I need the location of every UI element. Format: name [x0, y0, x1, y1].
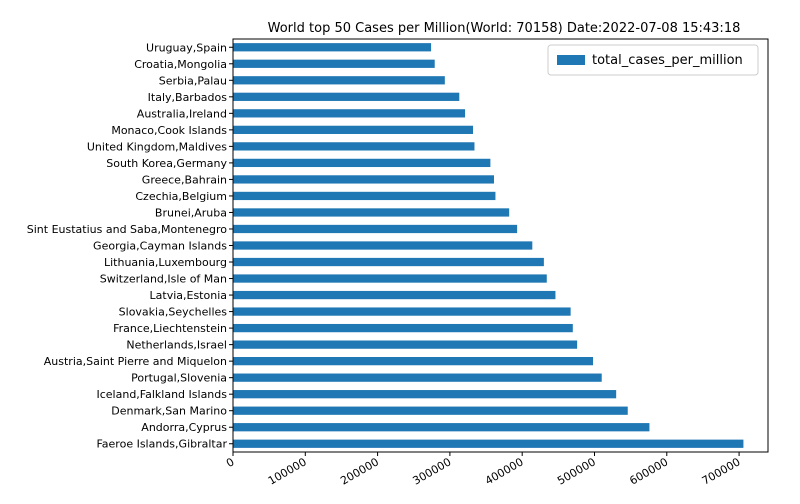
- legend-swatch: [557, 55, 585, 65]
- x-tick-label: 0: [224, 455, 237, 470]
- y-tick-label: France,Liechtenstein: [113, 322, 227, 335]
- bar: [233, 390, 617, 399]
- bar: [233, 158, 491, 168]
- x-tick-label: 200000: [338, 455, 381, 487]
- bar: [233, 307, 571, 316]
- y-tick-label: Faeroe Islands,Gibraltar: [96, 438, 227, 451]
- y-tick-label: South Korea,Germany: [106, 157, 227, 170]
- bar: [233, 92, 460, 101]
- y-tick-label: Greece,Bahrain: [142, 173, 227, 186]
- bar: [233, 125, 474, 134]
- bar: [233, 373, 602, 382]
- y-tick-label: Serbia,Palau: [159, 74, 227, 87]
- legend: total_cases_per_million: [547, 44, 759, 76]
- x-tick-label: 300000: [411, 455, 454, 487]
- bar: [233, 208, 510, 217]
- x-axis: 0 100000 200000 300000 400000 500000 600000 700…: [224, 452, 743, 488]
- bar: [233, 59, 435, 68]
- legend-label: total_cases_per_million: [592, 53, 743, 68]
- bar: [233, 290, 556, 300]
- y-tick-label: Czechia,Belgium: [135, 190, 227, 203]
- y-tick-label: Iceland,Falkland Islands: [97, 388, 228, 401]
- y-tick-label: Latvia,Estonia: [150, 289, 227, 302]
- axes-frame: [232, 38, 769, 453]
- x-tick-label: 700000: [700, 455, 743, 487]
- y-axis: Faeroe Islands,Gibraltar Andorra,Cyprus De…: [27, 41, 233, 451]
- x-tick-label: 100000: [266, 455, 309, 487]
- y-tick-label: Georgia,Cayman Islands: [93, 240, 227, 253]
- y-tick-label: Portugal,Slovenia: [131, 372, 227, 385]
- bar: [233, 423, 650, 432]
- bar: [233, 406, 628, 415]
- bar: [233, 191, 496, 201]
- y-tick-label: Lithuania,Luxembourg: [104, 256, 227, 269]
- bar: [233, 109, 466, 118]
- y-tick-label: Denmark,San Marino: [111, 405, 227, 418]
- bar: [233, 257, 544, 267]
- y-tick-label: Australia,Ireland: [137, 107, 227, 120]
- chart-title: World top 50 Cases per Million(World: 70…: [268, 21, 741, 36]
- y-tick-label: Andorra,Cyprus: [141, 421, 227, 434]
- bar: [233, 274, 547, 283]
- bar: [233, 175, 494, 184]
- bar: [233, 142, 475, 151]
- y-tick-label: Netherlands,Israel: [126, 339, 227, 352]
- bar: [233, 76, 445, 85]
- x-tick-label: 500000: [555, 455, 598, 487]
- bars-group: [233, 43, 744, 448]
- y-tick-label: Uruguay,Spain: [146, 41, 227, 54]
- y-tick-label: Slovakia,Seychelles: [119, 306, 228, 319]
- y-tick-label: Croatia,Mongolia: [134, 58, 227, 71]
- y-tick-label: Brunei,Aruba: [155, 206, 227, 219]
- bar: [233, 241, 533, 250]
- x-tick-label: 600000: [627, 455, 670, 487]
- bar: [233, 323, 573, 333]
- y-tick-label: Italy,Barbados: [148, 91, 228, 104]
- bar: [233, 224, 518, 234]
- y-tick-label: Austria,Saint Pierre and Miquelon: [44, 355, 227, 368]
- bar: [233, 43, 432, 52]
- legend-box: [547, 44, 759, 76]
- bar: [233, 357, 594, 366]
- bar: [233, 340, 578, 349]
- y-tick-label: Switzerland,Isle of Man: [100, 273, 227, 286]
- y-tick-label: United Kingdom,Maldives: [87, 140, 227, 153]
- x-tick-label: 400000: [483, 455, 526, 487]
- y-tick-label: Sint Eustatius and Saba,Montenegro: [27, 223, 228, 236]
- bar: [233, 439, 744, 448]
- y-tick-label: Monaco,Cook Islands: [111, 124, 227, 137]
